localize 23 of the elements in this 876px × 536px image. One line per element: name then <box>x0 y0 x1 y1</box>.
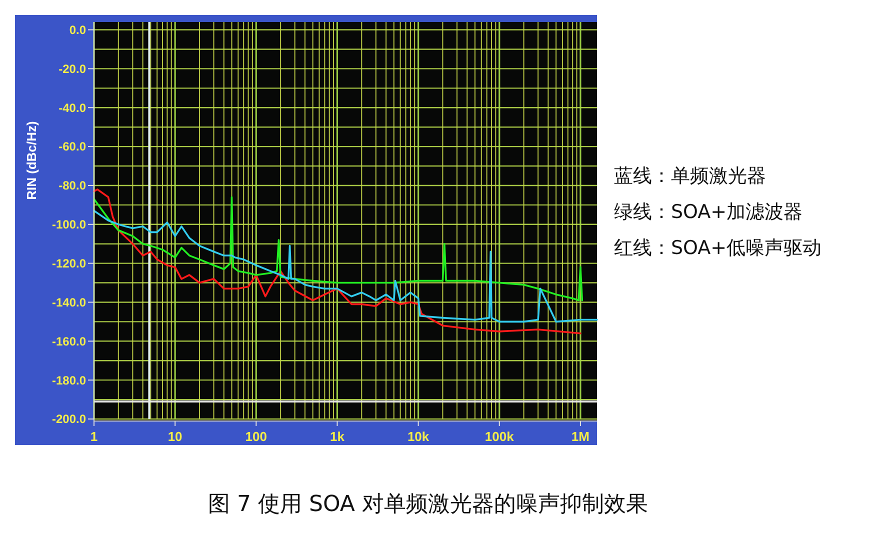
y-tick-label: -20.0 <box>58 62 86 76</box>
text: 蓝线：单频激光器 <box>614 165 766 187</box>
y-tick-label: -40.0 <box>58 100 86 115</box>
x-tick-label: 10k <box>407 429 430 444</box>
x-tick-label: 1M <box>571 429 590 444</box>
text: 图 7 使用 SOA 对单频激光器的噪声抑制效果 <box>208 492 648 517</box>
y-axis-title: RIN (dBc/Hz) <box>24 121 39 200</box>
x-tick-label: 100k <box>484 429 515 444</box>
y-tick-label: -120.0 <box>52 256 86 271</box>
x-tick-label: 10 <box>168 429 182 444</box>
y-tick-label: -160.0 <box>52 334 86 348</box>
x-tick-label: 100 <box>245 429 267 444</box>
text: 绿线：SOA+加滤波器 <box>614 201 803 223</box>
y-tick-label: -200.0 <box>52 412 86 426</box>
y-tick-label: -80.0 <box>58 178 86 193</box>
y-tick-label: -60.0 <box>58 140 86 154</box>
y-tick-label: -100.0 <box>52 218 86 232</box>
y-tick-label: 0.0 <box>69 22 86 37</box>
y-tick-label: -140.0 <box>52 295 86 310</box>
text: 红线：SOA+低噪声驱动 <box>614 237 822 259</box>
x-tick-label: 1k <box>330 429 346 444</box>
y-tick-label: -180.0 <box>52 373 86 388</box>
x-tick-label: 1 <box>90 429 98 444</box>
